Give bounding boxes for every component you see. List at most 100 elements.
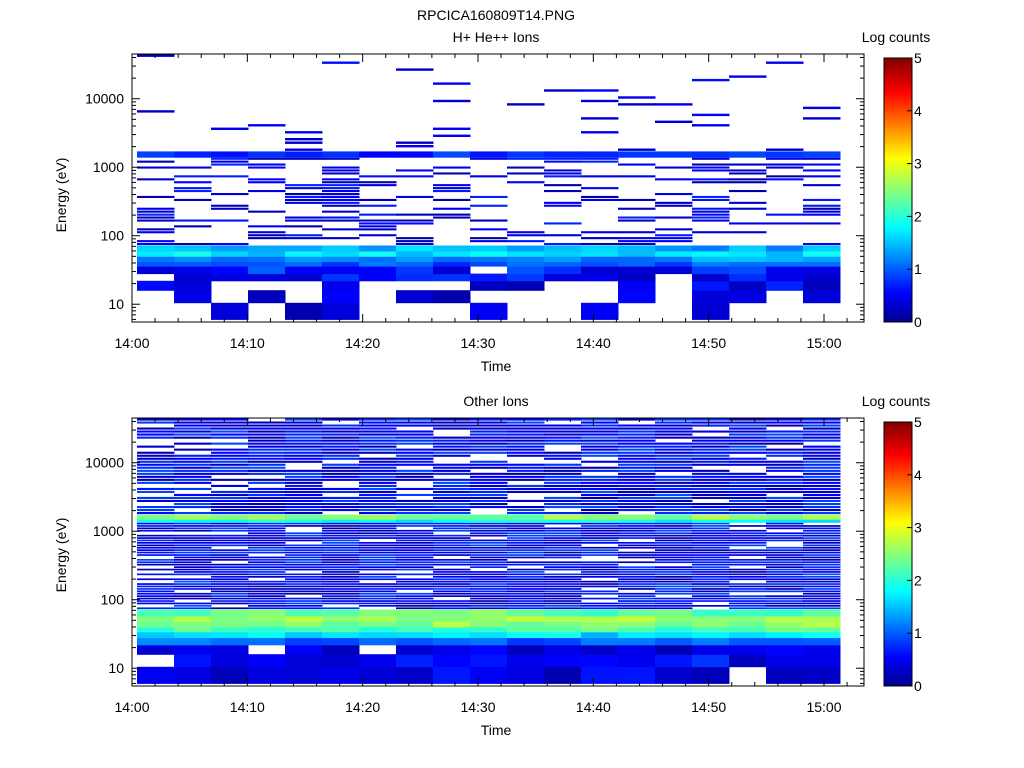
heatmap-cell — [507, 583, 545, 585]
heatmap-cell — [137, 160, 175, 163]
heatmap-cell — [174, 472, 212, 475]
x-tick-label: 14:00 — [114, 335, 149, 351]
x-tick-label: 14:30 — [460, 335, 495, 351]
heatmap-cell — [729, 201, 767, 204]
heatmap-cell — [507, 522, 545, 525]
heatmap-cell — [433, 82, 471, 85]
heatmap-cell — [766, 585, 804, 588]
heatmap-cell — [137, 256, 175, 262]
heatmap-cell — [174, 481, 212, 484]
heatmap-cell — [470, 475, 508, 478]
heatmap-cell — [285, 573, 323, 576]
heatmap-cell — [581, 580, 619, 583]
heatmap-cell — [174, 588, 212, 590]
heatmap-cell — [507, 430, 545, 433]
heatmap-cell — [359, 225, 397, 228]
heatmap-cell — [174, 539, 212, 542]
heatmap-cell — [581, 522, 619, 525]
heatmap-cell — [433, 463, 471, 466]
heatmap-cell — [211, 559, 249, 561]
heatmap-cell — [211, 175, 249, 178]
heatmap-cell — [137, 472, 175, 475]
heatmap-cell — [729, 490, 767, 493]
x-tick-label: 14:40 — [576, 335, 611, 351]
heatmap-cell — [211, 266, 249, 275]
heatmap-cell — [544, 549, 582, 551]
heatmap-cell — [766, 514, 804, 520]
heatmap-cell — [618, 475, 656, 478]
colorbar-tick-label: 0 — [914, 314, 922, 330]
heatmap-cell — [581, 187, 619, 190]
heatmap-cell — [507, 532, 545, 535]
heatmap-cell — [766, 621, 804, 628]
heatmap-cell — [692, 448, 730, 451]
heatmap-cell — [433, 527, 471, 530]
heatmap-cell — [544, 151, 582, 158]
heatmap-cell — [211, 503, 249, 506]
heatmap-cell — [766, 496, 804, 499]
y-tick-label: 10 — [108, 660, 124, 676]
heatmap-cell — [729, 595, 767, 597]
heatmap-cell — [655, 588, 693, 590]
heatmap-cell — [803, 580, 841, 583]
heatmap-cell — [433, 546, 471, 549]
heatmap-cell — [766, 522, 804, 525]
heatmap-cell — [211, 644, 249, 655]
heatmap-cell — [470, 556, 508, 559]
heatmap-cell — [137, 534, 175, 537]
heatmap-cell — [285, 537, 323, 539]
heatmap-cell — [248, 585, 286, 588]
heatmap-cell — [729, 519, 767, 523]
heatmap-cell — [618, 207, 656, 210]
heatmap-cell — [322, 580, 360, 583]
heatmap-cell — [692, 231, 730, 234]
heatmap-cell — [396, 580, 434, 583]
colorbar-tick-label: 5 — [914, 414, 922, 430]
heatmap-cell — [211, 527, 249, 530]
heatmap-cell — [433, 551, 471, 554]
heatmap-cell — [470, 563, 508, 566]
heatmap-cell — [433, 621, 471, 628]
heatmap-cell — [692, 487, 730, 490]
heatmap-cell — [618, 546, 656, 549]
heatmap-cell — [618, 571, 656, 573]
heatmap-cell — [470, 595, 508, 597]
heatmap-cell — [359, 442, 397, 445]
heatmap-cell — [322, 607, 360, 610]
heatmap-cell — [137, 590, 175, 593]
heatmap-cell — [544, 566, 582, 568]
heatmap-cell — [766, 573, 804, 576]
heatmap-cell — [581, 475, 619, 478]
heatmap-cell — [655, 554, 693, 556]
heatmap-cell — [359, 478, 397, 481]
heatmap-cell — [544, 600, 582, 602]
heatmap-cell — [322, 666, 360, 684]
heatmap-cell — [470, 571, 508, 573]
heatmap-cell — [248, 509, 286, 512]
heatmap-cell — [803, 445, 841, 448]
heatmap-cell — [803, 157, 841, 160]
heatmap-cell — [433, 445, 471, 448]
heatmap-cell — [396, 151, 434, 158]
heatmap-cell — [359, 527, 397, 530]
heatmap-cell — [433, 261, 471, 267]
heatmap-cell — [581, 509, 619, 512]
heatmap-cell — [581, 573, 619, 576]
heatmap-cell — [803, 532, 841, 535]
heatmap-cell — [692, 546, 730, 549]
heatmap-cell — [322, 280, 360, 291]
heatmap-cell — [470, 583, 508, 585]
heatmap-cell — [766, 213, 804, 216]
heatmap-cell — [618, 237, 656, 240]
heatmap-cell — [285, 522, 323, 525]
heatmap-cell — [507, 546, 545, 549]
heatmap-cell — [248, 499, 286, 502]
heatmap-cell — [433, 451, 471, 454]
heatmap-cell — [137, 602, 175, 605]
heatmap-cell — [618, 250, 656, 257]
heatmap-cell — [433, 654, 471, 668]
heatmap-cell — [174, 559, 212, 561]
heatmap-cell — [692, 561, 730, 564]
heatmap-cell — [211, 607, 249, 610]
heatmap-cell — [359, 451, 397, 454]
